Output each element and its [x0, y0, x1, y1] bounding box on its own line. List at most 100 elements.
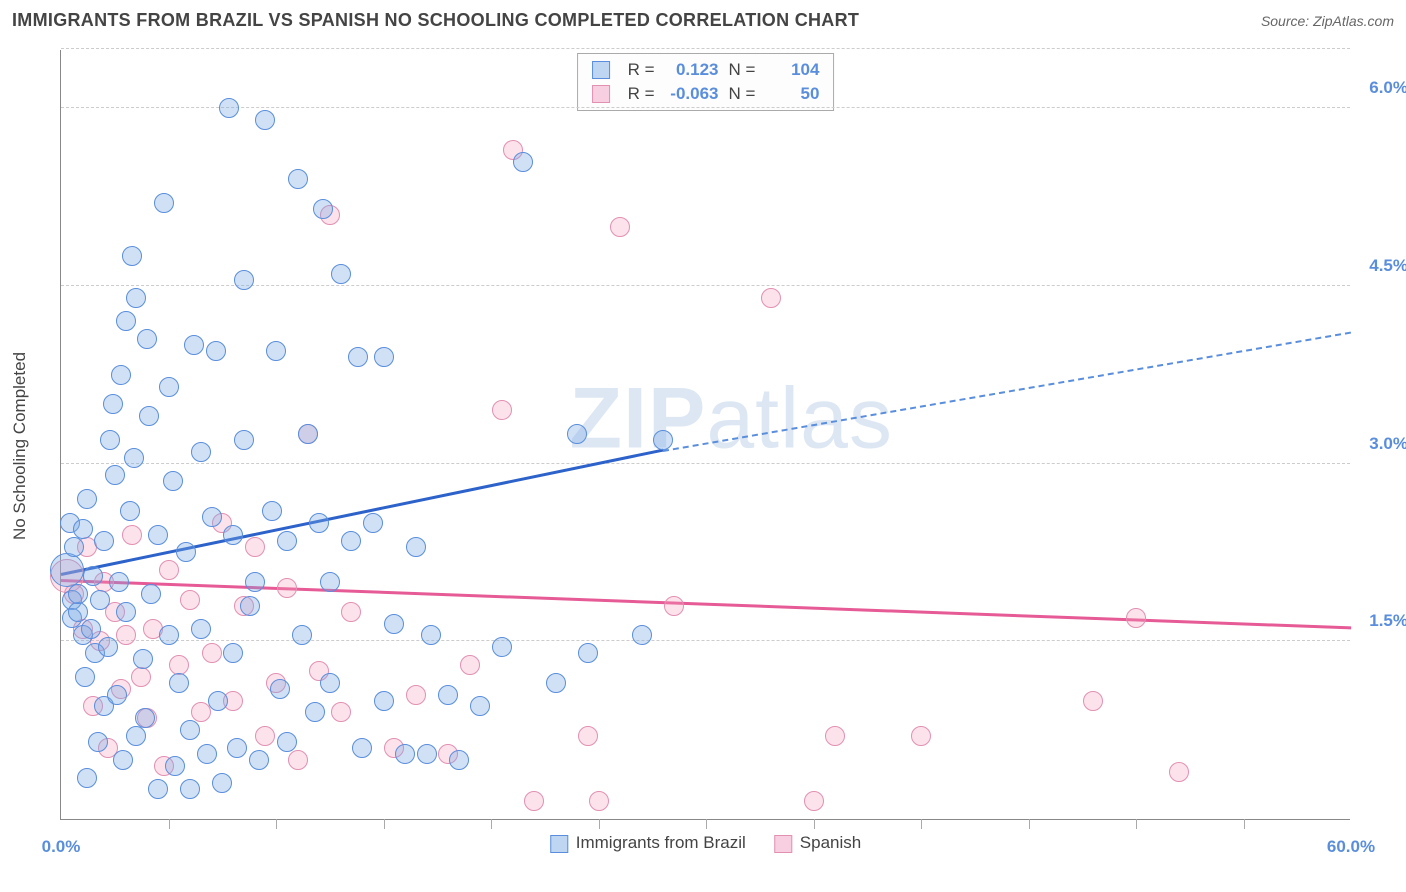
data-point	[438, 685, 458, 705]
data-point	[305, 702, 325, 722]
x-tick	[276, 819, 277, 829]
data-point	[111, 365, 131, 385]
data-point	[109, 572, 129, 592]
data-point	[292, 625, 312, 645]
data-point	[374, 347, 394, 367]
data-point	[341, 602, 361, 622]
data-point	[449, 750, 469, 770]
data-point	[90, 590, 110, 610]
data-point	[191, 702, 211, 722]
data-point	[270, 679, 290, 699]
data-point	[223, 525, 243, 545]
gridline	[61, 48, 1350, 49]
data-point	[578, 726, 598, 746]
data-point	[197, 744, 217, 764]
data-point	[64, 537, 84, 557]
data-point	[1083, 691, 1103, 711]
stat-row-pink: R =-0.063 N =50	[592, 82, 820, 106]
gridline	[61, 640, 1350, 641]
data-point	[135, 708, 155, 728]
data-point	[288, 750, 308, 770]
data-point	[137, 329, 157, 349]
x-tick	[1136, 819, 1137, 829]
data-point	[208, 691, 228, 711]
data-point	[911, 726, 931, 746]
data-point	[191, 442, 211, 462]
data-point	[163, 471, 183, 491]
data-point	[804, 791, 824, 811]
data-point	[352, 738, 372, 758]
data-point	[180, 720, 200, 740]
gridline	[61, 463, 1350, 464]
data-point	[249, 750, 269, 770]
data-point	[406, 537, 426, 557]
data-point	[159, 560, 179, 580]
data-point	[567, 424, 587, 444]
data-point	[234, 270, 254, 290]
data-point	[589, 791, 609, 811]
legend-label-pink: Spanish	[800, 833, 861, 852]
data-point	[180, 779, 200, 799]
data-point	[169, 673, 189, 693]
y-axis-label: No Schooling Completed	[10, 352, 30, 540]
data-point	[103, 394, 123, 414]
x-tick-label: 0.0%	[42, 837, 81, 857]
data-point	[100, 430, 120, 450]
data-point	[417, 744, 437, 764]
data-point	[234, 430, 254, 450]
x-tick	[491, 819, 492, 829]
data-point	[341, 531, 361, 551]
data-point	[120, 501, 140, 521]
swatch-pink	[592, 85, 610, 103]
data-point	[107, 685, 127, 705]
data-point	[288, 169, 308, 189]
x-tick	[599, 819, 600, 829]
data-point	[206, 341, 226, 361]
data-point	[610, 217, 630, 237]
x-tick	[1244, 819, 1245, 829]
data-point	[546, 673, 566, 693]
data-point	[255, 110, 275, 130]
data-point	[122, 525, 142, 545]
data-point	[184, 335, 204, 355]
data-point	[68, 584, 88, 604]
data-point	[191, 619, 211, 639]
data-point	[266, 341, 286, 361]
data-point	[1126, 608, 1146, 628]
y-tick-label: 6.0%	[1354, 78, 1406, 98]
data-point	[98, 637, 118, 657]
x-tick	[1029, 819, 1030, 829]
data-point	[126, 288, 146, 308]
source-label: Source: ZipAtlas.com	[1261, 13, 1394, 29]
data-point	[245, 572, 265, 592]
data-point	[421, 625, 441, 645]
data-point	[653, 430, 673, 450]
data-point	[632, 625, 652, 645]
data-point	[255, 726, 275, 746]
data-point	[406, 685, 426, 705]
data-point	[122, 246, 142, 266]
data-point	[227, 738, 247, 758]
data-point	[75, 667, 95, 687]
data-point	[116, 311, 136, 331]
data-point	[825, 726, 845, 746]
data-point	[309, 513, 329, 533]
data-point	[165, 756, 185, 776]
x-tick-label: 60.0%	[1327, 837, 1375, 857]
data-point	[77, 768, 97, 788]
data-point	[245, 537, 265, 557]
y-tick-label: 3.0%	[1354, 434, 1406, 454]
data-point	[348, 347, 368, 367]
data-point	[81, 619, 101, 639]
data-point	[94, 531, 114, 551]
data-point	[492, 637, 512, 657]
data-point	[154, 193, 174, 213]
data-point	[331, 702, 351, 722]
data-point	[524, 791, 544, 811]
data-point	[298, 424, 318, 444]
data-point	[384, 614, 404, 634]
series-legend: Immigrants from Brazil Spanish	[550, 833, 861, 853]
data-point	[83, 566, 103, 586]
data-point	[492, 400, 512, 420]
data-point	[116, 625, 136, 645]
